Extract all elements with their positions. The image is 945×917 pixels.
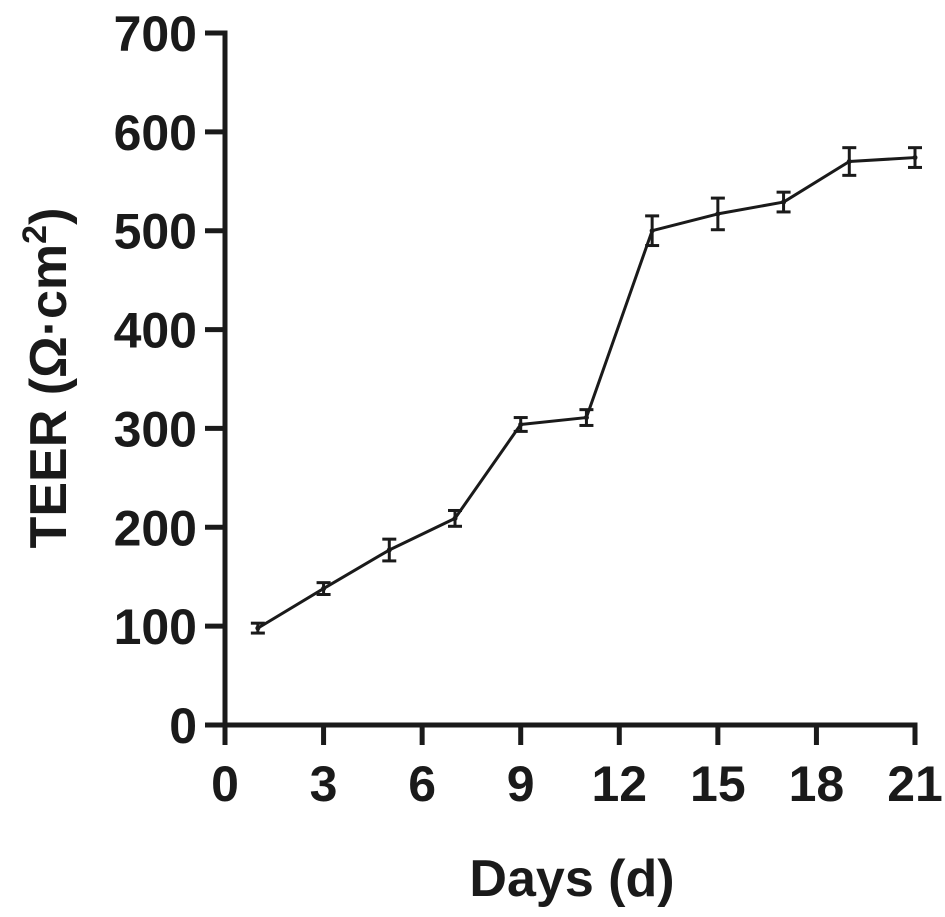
x-tick-label: 15 (690, 756, 746, 812)
data-point (715, 211, 721, 217)
data-point (583, 415, 589, 421)
y-tick-label: 0 (169, 698, 197, 754)
ticks: 0 100 200 300 400 500 600 700 0 3 6 9 12 15 18 21 (114, 6, 943, 812)
x-tick-label: 9 (507, 756, 535, 812)
y-tick-label: 500 (114, 204, 197, 260)
x-tick-label: 12 (591, 756, 647, 812)
y-axis-title: TEER (Ω·cm2) (16, 208, 78, 549)
y-tick-label: 700 (114, 6, 197, 62)
x-tick-label: 21 (887, 756, 943, 812)
x-tick-label: 6 (408, 756, 436, 812)
axes (220, 30, 918, 730)
series (250, 146, 922, 635)
data-point (912, 155, 918, 161)
data-point (649, 228, 655, 234)
data-point (518, 421, 524, 427)
data-point (255, 625, 261, 631)
y-tick-label: 400 (114, 303, 197, 359)
y-tick-label: 600 (114, 105, 197, 161)
x-tick-label: 3 (310, 756, 338, 812)
data-point (386, 547, 392, 553)
series-line (257, 156, 916, 630)
y-axis-title-sup: 2 (16, 225, 54, 244)
x-tick-label: 18 (789, 756, 845, 812)
data-point (452, 515, 458, 521)
x-tick-label: 0 (211, 756, 239, 812)
data-point (781, 199, 787, 205)
y-tick-label: 100 (114, 599, 197, 655)
x-axis-title: Days (d) (469, 850, 674, 908)
y-axis-title-close: ) (20, 208, 78, 225)
y-tick-label: 200 (114, 500, 197, 556)
y-tick-label: 300 (114, 401, 197, 457)
data-point (321, 586, 327, 592)
data-point (846, 159, 852, 165)
y-axis-title-main: TEER (Ω·cm (20, 244, 78, 549)
